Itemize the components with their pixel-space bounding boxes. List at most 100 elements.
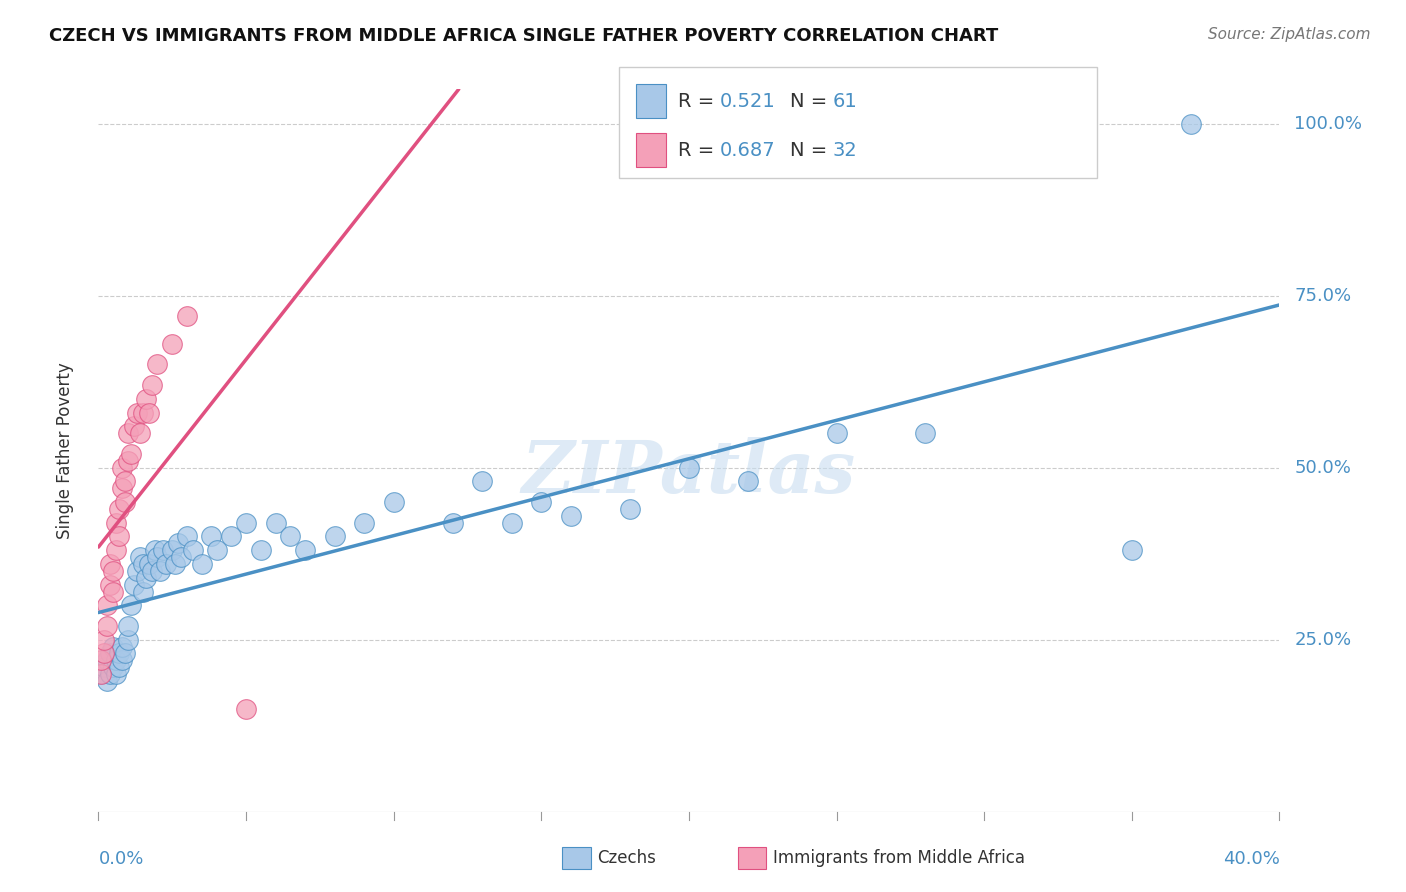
Point bbox=[170, 550, 193, 565]
Point bbox=[191, 557, 214, 571]
Point bbox=[114, 475, 136, 489]
Point bbox=[117, 632, 139, 647]
Point bbox=[176, 310, 198, 324]
Point bbox=[105, 653, 128, 667]
Point bbox=[120, 599, 142, 613]
Point bbox=[108, 647, 131, 661]
Point bbox=[111, 653, 134, 667]
Point bbox=[111, 640, 134, 654]
Point bbox=[103, 584, 125, 599]
Point bbox=[114, 647, 136, 661]
Point bbox=[737, 475, 759, 489]
Point bbox=[1121, 543, 1143, 558]
Text: CZECH VS IMMIGRANTS FROM MIDDLE AFRICA SINGLE FATHER POVERTY CORRELATION CHART: CZECH VS IMMIGRANTS FROM MIDDLE AFRICA S… bbox=[49, 27, 998, 45]
Point bbox=[167, 536, 190, 550]
Point bbox=[162, 543, 183, 558]
Point bbox=[105, 667, 128, 681]
Point bbox=[103, 640, 125, 654]
Point bbox=[200, 529, 222, 543]
Point bbox=[132, 406, 155, 420]
Point bbox=[382, 495, 405, 509]
Point bbox=[93, 647, 115, 661]
Text: Source: ZipAtlas.com: Source: ZipAtlas.com bbox=[1208, 27, 1371, 42]
Point bbox=[143, 543, 166, 558]
Point bbox=[135, 392, 157, 406]
Point bbox=[90, 667, 112, 681]
Point bbox=[98, 647, 121, 661]
Point bbox=[132, 557, 155, 571]
Point bbox=[108, 660, 131, 674]
Point bbox=[235, 701, 257, 715]
Point bbox=[117, 454, 139, 468]
Point bbox=[181, 543, 204, 558]
Text: R =: R = bbox=[678, 141, 720, 160]
Point bbox=[678, 460, 700, 475]
Point bbox=[165, 557, 187, 571]
Point bbox=[108, 529, 131, 543]
Point bbox=[96, 653, 118, 667]
Point bbox=[149, 564, 172, 578]
Point bbox=[120, 447, 142, 461]
Text: 75.0%: 75.0% bbox=[1295, 286, 1351, 305]
Point bbox=[138, 406, 160, 420]
Text: N =: N = bbox=[790, 92, 834, 111]
Point bbox=[128, 550, 150, 565]
Point bbox=[441, 516, 464, 530]
Text: Czechs: Czechs bbox=[598, 849, 657, 867]
Point bbox=[235, 516, 257, 530]
Point bbox=[105, 516, 128, 530]
Text: 100.0%: 100.0% bbox=[1295, 114, 1362, 133]
Point bbox=[914, 426, 936, 441]
Point bbox=[141, 378, 163, 392]
Point bbox=[560, 508, 582, 523]
Text: 0.687: 0.687 bbox=[720, 141, 776, 160]
Text: R =: R = bbox=[678, 92, 720, 111]
Text: N =: N = bbox=[790, 141, 834, 160]
Point bbox=[128, 426, 150, 441]
Point bbox=[125, 564, 148, 578]
Point bbox=[98, 667, 121, 681]
Point bbox=[111, 481, 134, 495]
Point bbox=[135, 571, 157, 585]
Point bbox=[825, 426, 848, 441]
Point bbox=[1180, 117, 1202, 131]
Point bbox=[280, 529, 302, 543]
Point bbox=[132, 584, 155, 599]
Point bbox=[146, 358, 169, 372]
Point bbox=[152, 543, 174, 558]
Text: 0.521: 0.521 bbox=[720, 92, 776, 111]
Point bbox=[155, 557, 177, 571]
Point bbox=[138, 557, 160, 571]
Text: 25.0%: 25.0% bbox=[1295, 631, 1351, 648]
Point bbox=[323, 529, 346, 543]
Point bbox=[111, 460, 134, 475]
Text: Single Father Poverty: Single Father Poverty bbox=[56, 362, 75, 539]
Point bbox=[98, 577, 121, 591]
Point bbox=[93, 660, 115, 674]
Point bbox=[103, 660, 125, 674]
Text: 40.0%: 40.0% bbox=[1223, 849, 1279, 868]
Point bbox=[93, 632, 115, 647]
Text: ZIPatlas: ZIPatlas bbox=[522, 437, 856, 508]
Point bbox=[98, 557, 121, 571]
Point bbox=[162, 336, 183, 351]
Point bbox=[114, 495, 136, 509]
Point bbox=[117, 619, 139, 633]
Point bbox=[103, 564, 125, 578]
Text: Immigrants from Middle Africa: Immigrants from Middle Africa bbox=[773, 849, 1025, 867]
Point bbox=[471, 475, 494, 489]
Point bbox=[619, 502, 641, 516]
Point bbox=[176, 529, 198, 543]
Point bbox=[90, 653, 112, 667]
Point bbox=[122, 577, 145, 591]
Point bbox=[221, 529, 243, 543]
Point bbox=[125, 406, 148, 420]
Point bbox=[122, 419, 145, 434]
Point bbox=[108, 502, 131, 516]
Text: 61: 61 bbox=[832, 92, 858, 111]
Text: 50.0%: 50.0% bbox=[1295, 458, 1351, 476]
Point bbox=[96, 673, 118, 688]
Point bbox=[117, 426, 139, 441]
Point bbox=[501, 516, 523, 530]
Point bbox=[294, 543, 316, 558]
